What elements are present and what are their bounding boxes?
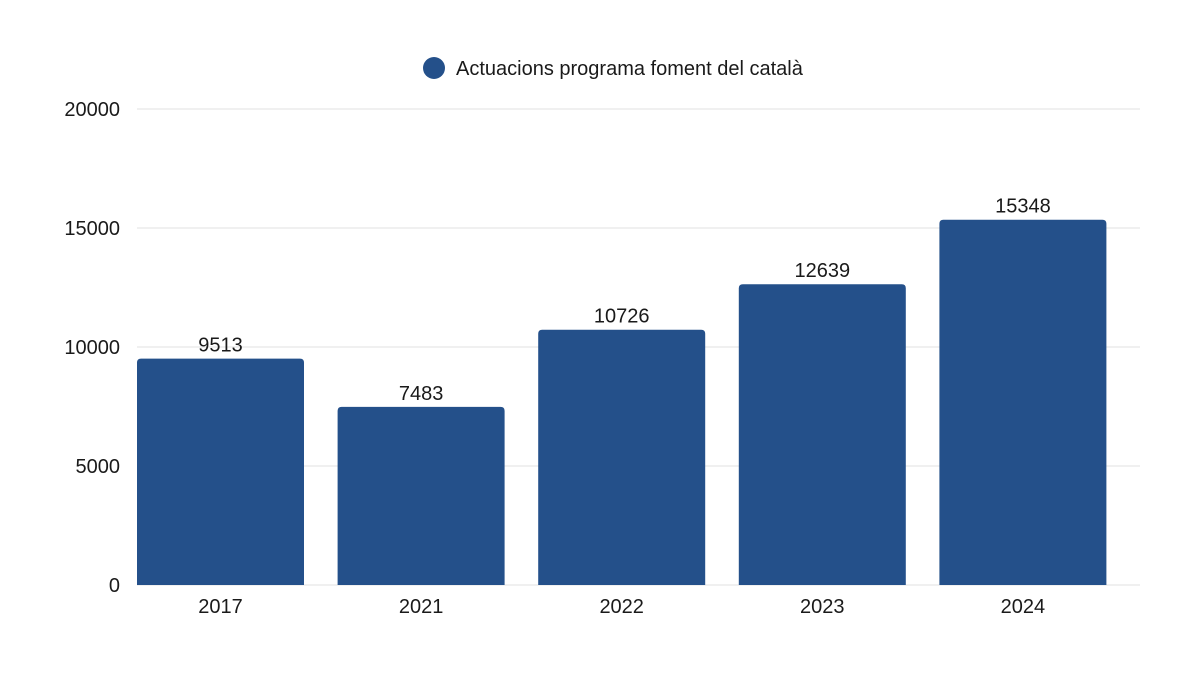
data-label-2022: 10726	[594, 306, 650, 328]
legend-swatch	[423, 57, 445, 79]
y-tick-label: 20000	[64, 99, 120, 121]
data-label-2023: 12639	[794, 260, 850, 282]
x-axis-tick-labels: 2017 2021 2022 2023 2024	[198, 596, 1045, 618]
bar-2021	[337, 406, 505, 585]
data-label-2021: 7483	[399, 383, 444, 405]
y-tick-label: 10000	[64, 337, 120, 359]
legend: Actuacions programa foment del català	[423, 57, 804, 80]
data-label-2024: 15348	[995, 196, 1051, 218]
y-axis-tick-labels: 0 5000 10000 15000 20000	[64, 99, 120, 597]
x-tick-label-2017: 2017	[198, 596, 243, 618]
bar-2022	[538, 329, 706, 585]
x-tick-label-2024: 2024	[1001, 596, 1046, 618]
bar-2017	[137, 358, 304, 585]
x-tick-label-2023: 2023	[800, 596, 845, 618]
data-label-2017: 9513	[198, 335, 243, 357]
y-tick-label: 5000	[76, 456, 121, 478]
y-tick-label: 15000	[64, 218, 120, 240]
x-tick-label-2022: 2022	[599, 596, 644, 618]
x-tick-label-2021: 2021	[399, 596, 444, 618]
data-labels: 9513 7483 10726 12639 15348	[198, 196, 1050, 405]
y-tick-label: 0	[109, 575, 120, 597]
bars	[137, 219, 1107, 586]
legend-label: Actuacions programa foment del català	[456, 58, 804, 80]
bar-2024	[939, 219, 1107, 586]
bar-2023	[738, 284, 906, 585]
